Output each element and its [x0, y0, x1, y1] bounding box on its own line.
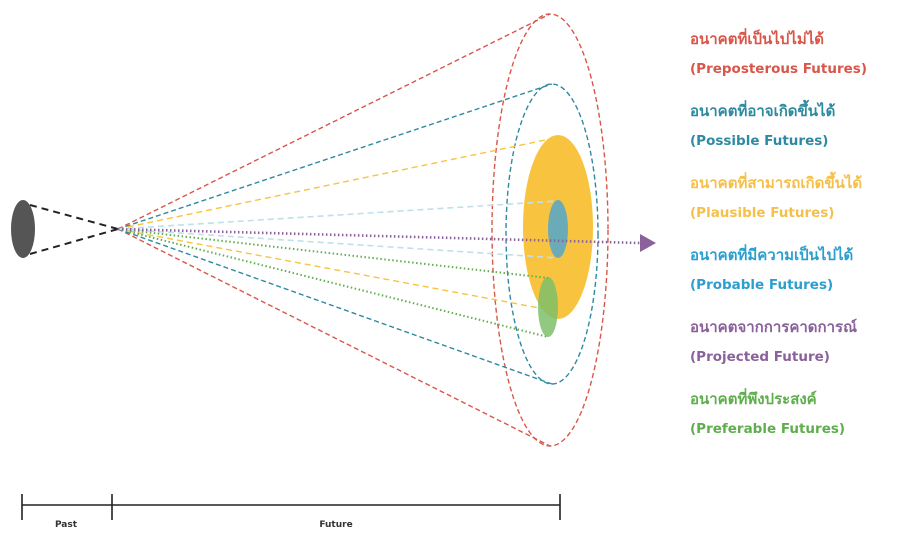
probable-cone-top	[117, 200, 559, 230]
legend-thai-plausible: อนาคตที่สามารถเกิดขึ้นได้	[690, 174, 863, 192]
past-ellipse	[11, 200, 35, 258]
probable-cone-bottom	[117, 228, 559, 259]
legend-thai-preferable: อนาคตที่พึงประสงค์	[690, 390, 817, 408]
plausible-cone-top	[117, 137, 556, 230]
legend-english-preferable: (Preferable Futures)	[690, 421, 846, 437]
preferable-cone-top	[117, 228, 549, 279]
legend-item-preferable: อนาคตที่พึงประสงค์ (Preferable Futures)	[690, 388, 912, 460]
legend-english-preposterous: (Preposterous Futures)	[690, 61, 867, 77]
legend-thai-possible: อนาคตที่อาจเกิดขึ้นได้	[690, 102, 836, 120]
timeline-future-label: Future	[319, 520, 353, 530]
legend-english-probable: (Probable Futures)	[690, 277, 834, 293]
legend-english-plausible: (Plausible Futures)	[690, 205, 835, 221]
legend-thai-projected: อนาคตจากการคาดการณ์	[690, 318, 857, 336]
preposterous-ellipse	[491, 13, 609, 447]
legend-item-probable: อนาคตที่มีความเป็นไปได้ (Probable Future…	[690, 244, 912, 316]
past-funnel-top	[29, 204, 119, 230]
preposterous-cone-top	[117, 13, 551, 230]
preferable-cone-bottom	[117, 228, 549, 338]
legend-thai-probable: อนาคตที่มีความเป็นไปได้	[690, 246, 854, 264]
possible-cone-bottom	[117, 228, 553, 385]
legend-english-projected: (Projected Future)	[690, 349, 830, 365]
legend-english-possible: (Possible Futures)	[690, 133, 829, 149]
possible-ellipse	[505, 83, 599, 385]
past-funnel-bottom	[29, 228, 119, 255]
probable-ellipse	[548, 200, 568, 258]
legend-item-plausible: อนาคตที่สามารถเกิดขึ้นได้ (Plausible Fut…	[690, 172, 912, 244]
legend-item-possible: อนาคตที่อาจเกิดขึ้นได้ (Possible Futures…	[690, 100, 912, 172]
possible-cone-top	[117, 83, 553, 230]
legend-thai-preposterous: อนาคตที่เป็นไปไม่ได้	[690, 30, 825, 48]
legend-item-preposterous: อนาคตที่เป็นไปไม่ได้ (Preposterous Futur…	[690, 28, 912, 100]
plausible-cone-bottom	[117, 228, 551, 311]
projected-arrow-head	[640, 234, 656, 252]
projected-arrow-line	[117, 227, 641, 245]
legend-item-projected: อนาคตจากการคาดการณ์ (Projected Future)	[690, 316, 912, 388]
timeline-past-label: Past	[54, 520, 78, 530]
legend: อนาคตที่เป็นไปไม่ได้ (Preposterous Futur…	[690, 28, 912, 460]
preferable-ellipse	[538, 277, 558, 337]
preposterous-cone-bottom	[117, 228, 551, 447]
